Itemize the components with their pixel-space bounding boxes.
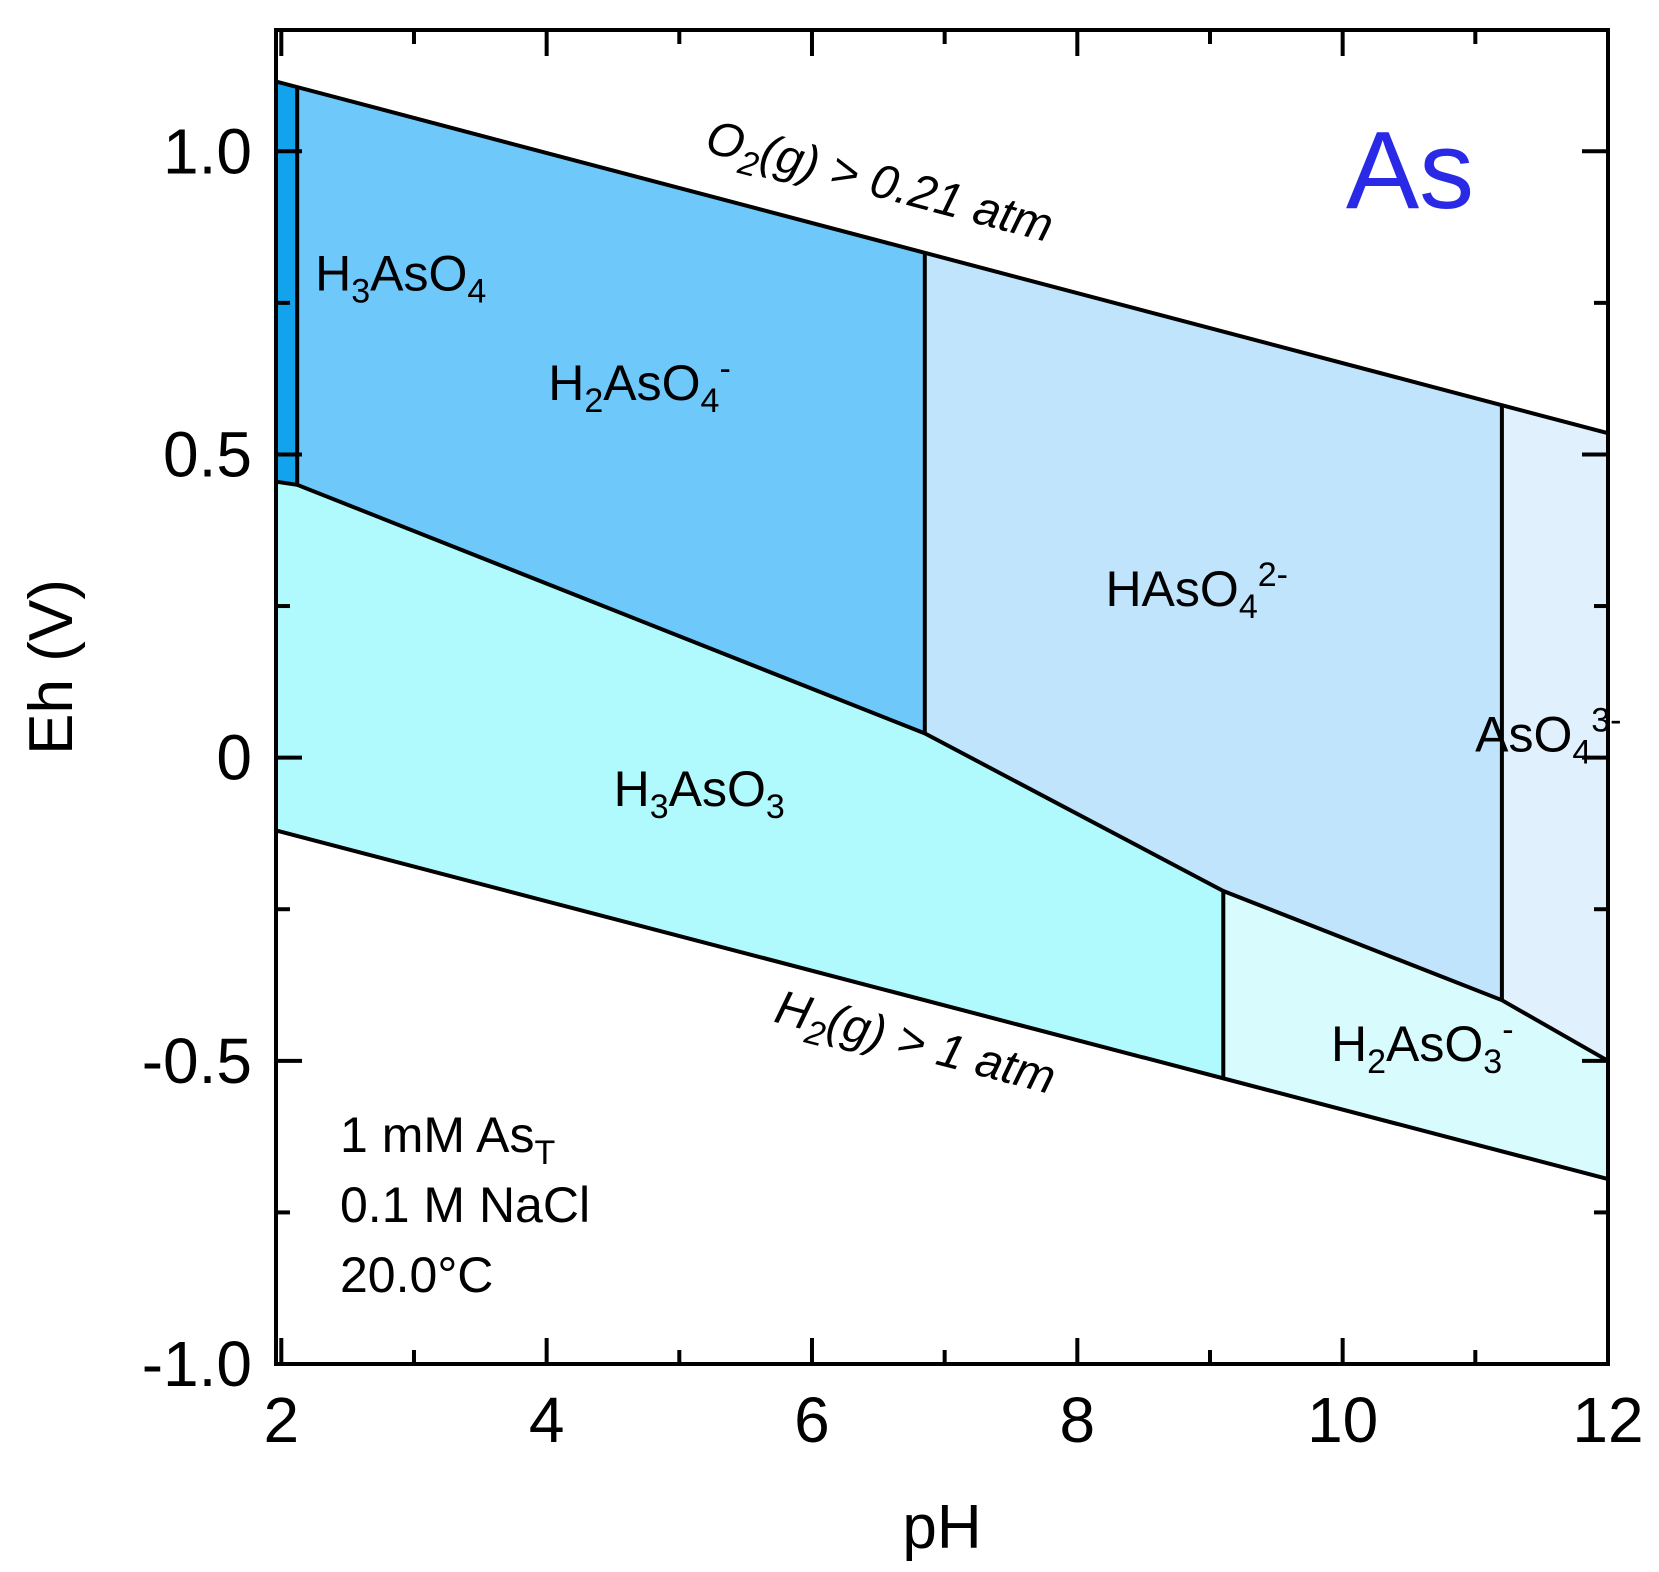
boundary-h2-limit (275, 828, 1609, 1182)
label-h2aso3-: H2AsO3- (1331, 1011, 1514, 1081)
label-haso4-2-: HAsO42- (1105, 556, 1288, 626)
label-h2aso4-: H2AsO4- (548, 350, 731, 420)
x-axis-title: pH (902, 1493, 981, 1562)
electrolyte-note: 0.1 M NaCl (340, 1177, 590, 1233)
conditions-note: 1 mM AsT 0.1 M NaCl 20.0°C (340, 1107, 590, 1303)
boundary-o2-limit (275, 79, 1609, 436)
ticks-layer (276, 30, 1610, 1366)
tick-labels-layer: 2 4 6 8 10 12 -1.0 -0.5 0 0.5 1.0 (142, 115, 1644, 1456)
temperature-note: 20.0°C (340, 1247, 493, 1303)
regions-layer (276, 81, 1608, 1180)
boundary-as5-as3 (275, 479, 1609, 1063)
region-h2aso4- (297, 87, 925, 734)
x-tick-label: 12 (1572, 1384, 1643, 1456)
concentration-note: 1 mM AsT (340, 1107, 555, 1172)
x-tick-label: 4 (529, 1384, 565, 1456)
element-label: As (1346, 109, 1474, 232)
y-tick-label: -1.0 (142, 1328, 252, 1400)
label-h3aso3: H3AsO3 (614, 761, 785, 826)
boundaries-layer (275, 79, 1609, 1182)
y-tick-label: 1.0 (163, 115, 252, 187)
region-h3aso3 (276, 481, 1224, 1079)
label-h3aso4: H3AsO4 (315, 246, 486, 311)
region-h3aso4 (276, 81, 298, 485)
y-tick-label: 0 (216, 722, 252, 794)
region-aso4-3- (1501, 405, 1608, 1061)
y-axis-title: Eh (V) (17, 579, 86, 755)
region-haso4-2- (924, 254, 1502, 1001)
x-tick-label: 2 (264, 1384, 300, 1456)
x-tick-label: 8 (1060, 1384, 1096, 1456)
y-tick-label: 0.5 (163, 418, 252, 490)
x-tick-label: 6 (794, 1384, 830, 1456)
y-tick-label: -0.5 (142, 1025, 252, 1097)
plot-frame (274, 28, 1610, 1366)
x-tick-label: 10 (1307, 1384, 1378, 1456)
region-h2aso3- (1223, 891, 1608, 1180)
